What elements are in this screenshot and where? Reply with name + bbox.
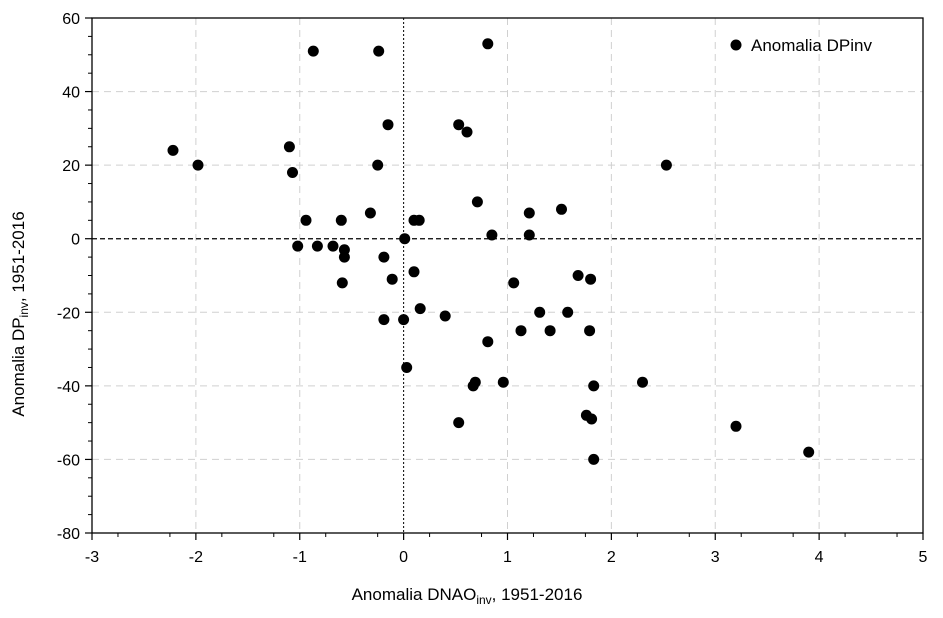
data-point [311, 240, 323, 252]
data-point [439, 310, 451, 322]
data-point [287, 167, 298, 178]
data-point [300, 214, 312, 226]
x-tick-label: 3 [711, 549, 720, 566]
data-point [307, 45, 319, 57]
x-tick-label: 2 [607, 549, 616, 566]
x-tick-label: 4 [815, 549, 824, 566]
y-tick-label: 40 [62, 85, 80, 102]
data-point [482, 38, 494, 50]
legend: Anomalia DPinv [730, 36, 872, 55]
axis-ticks [85, 17, 924, 540]
data-point [803, 446, 815, 458]
data-point [523, 207, 535, 219]
data-points [167, 38, 815, 465]
data-point [585, 273, 597, 285]
legend-marker [730, 39, 742, 51]
data-point [562, 306, 574, 318]
data-point [378, 251, 390, 263]
data-point [556, 203, 567, 215]
x-tick-label: 1 [503, 549, 512, 566]
tick-labels: -3 -2 -1 0 1 2 3 4 5 -80 -60 -40 -20 0 20 40 60 [57, 11, 928, 566]
data-point [336, 277, 348, 289]
data-point [523, 229, 535, 241]
data-point [167, 144, 179, 156]
data-point [364, 207, 376, 219]
data-point [660, 159, 672, 171]
x-tick-label: 0 [399, 549, 408, 566]
data-point [544, 325, 556, 337]
data-point [372, 159, 384, 171]
y-tick-label: 0 [71, 232, 80, 249]
data-point [453, 119, 465, 131]
data-point [461, 126, 473, 138]
data-point [572, 270, 584, 281]
data-point [414, 303, 426, 315]
y-tick-label: -40 [57, 379, 80, 396]
data-point [335, 214, 347, 226]
data-point [482, 336, 494, 348]
data-point [408, 266, 420, 278]
data-point [378, 314, 390, 326]
data-point [338, 251, 350, 263]
data-point [730, 420, 742, 432]
y-tick-label: 60 [62, 11, 80, 28]
y-tick-label: -20 [57, 305, 80, 322]
data-point [637, 376, 648, 388]
data-point [382, 119, 394, 131]
data-point [584, 325, 596, 337]
grid-layer [92, 18, 923, 533]
y-tick-label: -60 [57, 452, 80, 469]
data-point [588, 380, 600, 392]
data-point [386, 273, 398, 285]
data-point [508, 277, 520, 289]
zero-lines [92, 18, 923, 533]
x-tick-label: -1 [293, 549, 307, 566]
data-point [453, 417, 465, 429]
data-point [401, 362, 413, 373]
data-point [292, 240, 304, 252]
data-point [373, 45, 385, 57]
data-point [413, 214, 425, 226]
data-point [399, 233, 411, 245]
data-point [497, 376, 509, 388]
x-axis-title: Anomalia DNAOinv, 1951-2016 [352, 585, 583, 607]
data-point [486, 229, 498, 241]
data-point [586, 413, 598, 425]
data-point [192, 159, 204, 171]
data-point [469, 376, 481, 388]
data-point [398, 314, 410, 326]
data-point [515, 325, 527, 337]
y-tick-label: -80 [57, 526, 80, 543]
y-tick-label: 20 [62, 158, 80, 175]
data-point [327, 240, 339, 252]
data-point [283, 141, 295, 153]
x-tick-label: -2 [189, 549, 203, 566]
data-point [471, 196, 483, 208]
data-point [534, 306, 546, 318]
y-axis-title: Anomalia DPinv, 1951-2016 [9, 211, 31, 416]
legend-label: Anomalia DPinv [751, 36, 872, 55]
x-tick-label: 5 [919, 549, 928, 566]
x-tick-label: -3 [85, 549, 99, 566]
data-point [588, 453, 600, 465]
